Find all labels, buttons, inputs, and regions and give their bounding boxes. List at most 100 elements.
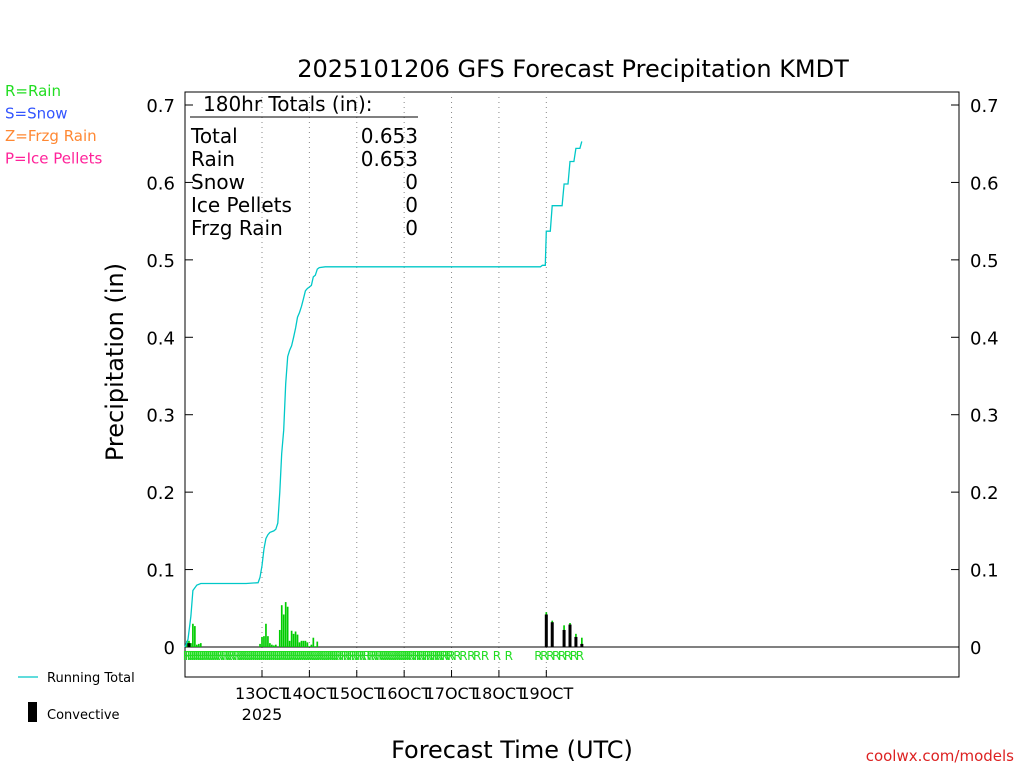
legend-convective-label: Convective bbox=[47, 708, 120, 723]
rain-marker-9: R bbox=[201, 649, 209, 663]
rain-marker-98: R bbox=[392, 649, 400, 663]
rain-marker-96: R bbox=[388, 649, 396, 663]
precip-bar-5 bbox=[196, 644, 198, 647]
rain-marker-114: R bbox=[430, 649, 438, 663]
rain-marker-102: R bbox=[400, 649, 408, 663]
rain-marker-105: R bbox=[406, 649, 414, 663]
rain-marker-119: R bbox=[441, 649, 449, 663]
y-tick-label-right-1: 0.1 bbox=[970, 561, 999, 582]
rain-marker-20: R bbox=[224, 649, 232, 663]
rain-marker-29: R bbox=[244, 649, 252, 663]
rain-marker-18: R bbox=[220, 649, 228, 663]
rain-marker-14: R bbox=[210, 649, 218, 663]
totals-header: 180hr Totals (in): bbox=[203, 92, 373, 116]
precip-bar-23 bbox=[290, 630, 293, 647]
precip-bar-16 bbox=[274, 644, 277, 647]
x-axis-label: Forecast Time (UTC) bbox=[391, 736, 633, 764]
precip-bar-22 bbox=[288, 640, 291, 647]
x-tick-label-5: 18OCT bbox=[472, 684, 526, 703]
x-tick-label-6: 19OCT bbox=[519, 684, 573, 703]
y-tick-label-right-0: 0 bbox=[970, 638, 981, 659]
precip-bar-29 bbox=[302, 640, 305, 647]
y-tick-label-right-4: 0.4 bbox=[970, 328, 999, 349]
rain-marker-44: R bbox=[274, 649, 282, 663]
rain-marker-7: R bbox=[197, 649, 205, 663]
rain-marker-111: R bbox=[422, 649, 430, 663]
rain-marker-22: R bbox=[228, 649, 236, 663]
rain-marker-55: R bbox=[295, 649, 303, 663]
rain-marker-37: R bbox=[260, 649, 268, 663]
precip-bar-4 bbox=[194, 626, 196, 647]
rain-marker-89: R bbox=[374, 649, 382, 663]
precip-bar-32 bbox=[308, 646, 311, 647]
y-tick-label-right-3: 0.3 bbox=[970, 406, 999, 427]
rain-marker-33: R bbox=[252, 649, 260, 663]
rain-marker-115: R bbox=[432, 649, 440, 663]
rain-marker-17: R bbox=[216, 649, 224, 663]
precip-bar-28 bbox=[300, 640, 303, 647]
rain-marker-71: R bbox=[327, 649, 335, 663]
rain-marker-67: R bbox=[319, 649, 327, 663]
totals-label-3: Ice Pellets bbox=[191, 193, 292, 217]
convective-bar-1 bbox=[544, 614, 548, 647]
grid-lines bbox=[261, 92, 547, 677]
rain-marker-79: R bbox=[347, 649, 355, 663]
y-tick-label-right-7: 0.7 bbox=[970, 96, 999, 117]
y-tick-label-left-2: 0.2 bbox=[146, 483, 175, 504]
precip-bar-26 bbox=[296, 634, 299, 647]
x-tick-label-1: 14OCT bbox=[282, 684, 336, 703]
totals-label-4: Frzg Rain bbox=[191, 216, 283, 240]
rain-marker-16: R bbox=[214, 649, 222, 663]
totals-value-1: 0.653 bbox=[361, 147, 418, 171]
rain-marker-1: R bbox=[185, 649, 193, 663]
rain-marker-95: R bbox=[386, 649, 394, 663]
rain-marker-65: R bbox=[315, 649, 323, 663]
convective-bar-2 bbox=[550, 622, 554, 647]
rain-marker-101: R bbox=[398, 649, 406, 663]
rain-marker-2: R bbox=[187, 649, 195, 663]
rain-marker-56: R bbox=[297, 649, 305, 663]
precip-bar-34 bbox=[312, 637, 315, 647]
totals-rows: Total 0.653 Rain 0.653 Snow 0 Ice Pellets 0 Frzg… bbox=[190, 124, 418, 240]
running-total-line bbox=[184, 141, 583, 648]
rain-marker-13: R bbox=[208, 649, 216, 663]
precip-bar-35 bbox=[314, 646, 317, 647]
precip-bar-25 bbox=[294, 631, 297, 647]
precip-bar-24 bbox=[292, 633, 295, 647]
totals-label-2: Snow bbox=[191, 170, 245, 194]
precip-bar-0 bbox=[186, 640, 188, 647]
rain-marker-90: R bbox=[376, 649, 384, 663]
rain-marker-94: R bbox=[384, 649, 392, 663]
rain-marker-91: R bbox=[378, 649, 386, 663]
totals-label-0: Total bbox=[190, 124, 238, 148]
legend-convective-swatch bbox=[28, 702, 37, 722]
y-tick-label-left-1: 0.1 bbox=[146, 561, 175, 582]
rain-marker-51: R bbox=[287, 649, 295, 663]
convective-bar-4 bbox=[568, 624, 572, 647]
rain-marker-3: R bbox=[189, 649, 197, 663]
rain-marker-47: R bbox=[280, 649, 288, 663]
rain-marker-36: R bbox=[258, 649, 266, 663]
rain-marker-21: R bbox=[226, 649, 234, 663]
rain-marker-121: R bbox=[447, 649, 455, 663]
rain-marker-92: R bbox=[380, 649, 388, 663]
rain-marker-34: R bbox=[254, 649, 262, 663]
rain-marker-125: R bbox=[473, 649, 481, 663]
rain-marker-50: R bbox=[285, 649, 293, 663]
totals-label-1: Rain bbox=[191, 147, 235, 171]
rain-marker-68: R bbox=[321, 649, 329, 663]
y-axis-label: Precipitation (in) bbox=[101, 263, 129, 461]
rain-marker-132: R bbox=[552, 649, 560, 663]
chart-title: 2025101206 GFS Forecast Precipitation KM… bbox=[297, 55, 849, 83]
rain-marker-83: R bbox=[357, 649, 365, 663]
rain-marker-74: R bbox=[333, 649, 341, 663]
rain-marker-78: R bbox=[343, 649, 351, 663]
precip-bar-36 bbox=[316, 641, 319, 647]
rain-marker-8: R bbox=[199, 649, 207, 663]
legend-type-0: R=Rain bbox=[5, 82, 61, 100]
rain-marker-81: R bbox=[351, 649, 359, 663]
rain-marker-86: R bbox=[366, 649, 374, 663]
precip-bar-27 bbox=[298, 642, 301, 647]
